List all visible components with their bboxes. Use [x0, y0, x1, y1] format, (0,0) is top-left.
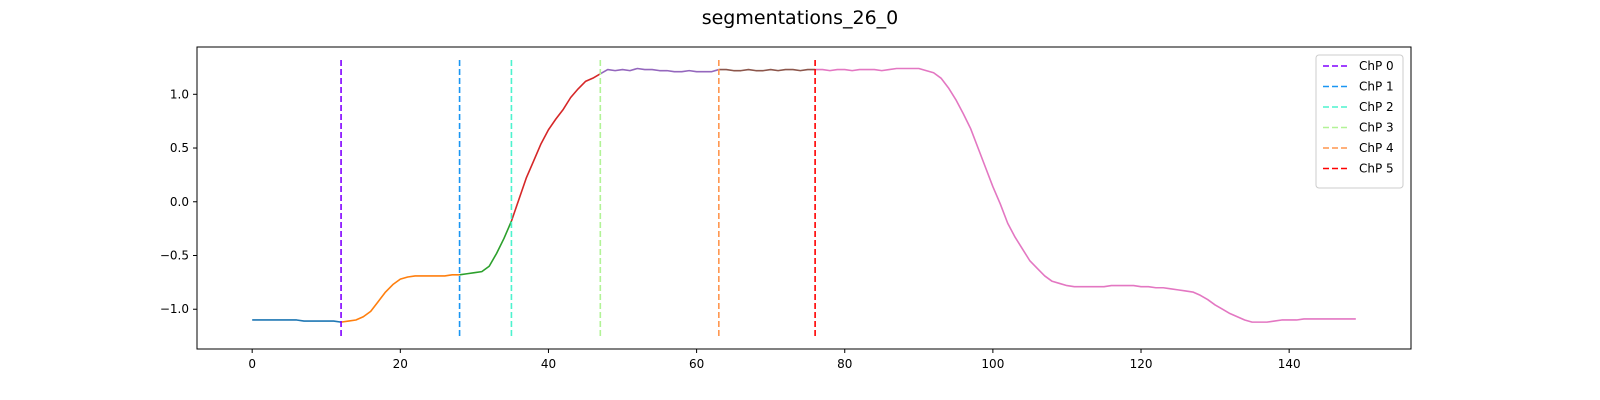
y-tick-label: 0.0 [170, 195, 189, 209]
series-segment-1 [340, 274, 460, 323]
legend-label-1: ChP 1 [1359, 80, 1394, 94]
series-segment-5 [718, 68, 816, 72]
series-segment-2 [459, 220, 513, 276]
series-segment-3 [510, 73, 601, 222]
x-tick-label: 0 [248, 357, 256, 371]
series-segment-4 [599, 67, 720, 75]
y-axis: −1.0 −0.5 0.0 0.5 1.0 [160, 87, 197, 316]
legend-label-0: ChP 0 [1359, 59, 1394, 73]
chart-title: segmentations_26_0 [702, 7, 899, 29]
y-tick-label: 0.5 [170, 141, 189, 155]
legend-box [1315, 54, 1404, 189]
x-tick-label: 60 [689, 357, 704, 371]
legend-label-4: ChP 4 [1359, 141, 1394, 155]
legend-label-5: ChP 5 [1359, 162, 1394, 176]
y-tick-label: −1.0 [160, 302, 189, 316]
x-tick-label: 20 [393, 357, 408, 371]
x-tick-label: 120 [1130, 357, 1153, 371]
x-tick-label: 100 [981, 357, 1004, 371]
series-segment-6 [815, 67, 1356, 323]
legend-label-2: ChP 2 [1359, 100, 1394, 114]
legend-label-3: ChP 3 [1359, 121, 1394, 135]
y-tick-label: −0.5 [160, 248, 189, 262]
legend: ChP 0 ChP 1 ChP 2 ChP 3 ChP 4 ChP 5 [1315, 54, 1404, 189]
axes-frame [196, 46, 1412, 350]
x-axis: 0 20 40 60 80 100 120 140 [248, 349, 1301, 371]
series-segment-0 [252, 319, 342, 323]
x-tick-label: 80 [837, 357, 852, 371]
plot-area [252, 60, 1356, 336]
x-tick-label: 140 [1278, 357, 1301, 371]
y-tick-label: 1.0 [170, 87, 189, 101]
x-tick-label: 40 [541, 357, 556, 371]
